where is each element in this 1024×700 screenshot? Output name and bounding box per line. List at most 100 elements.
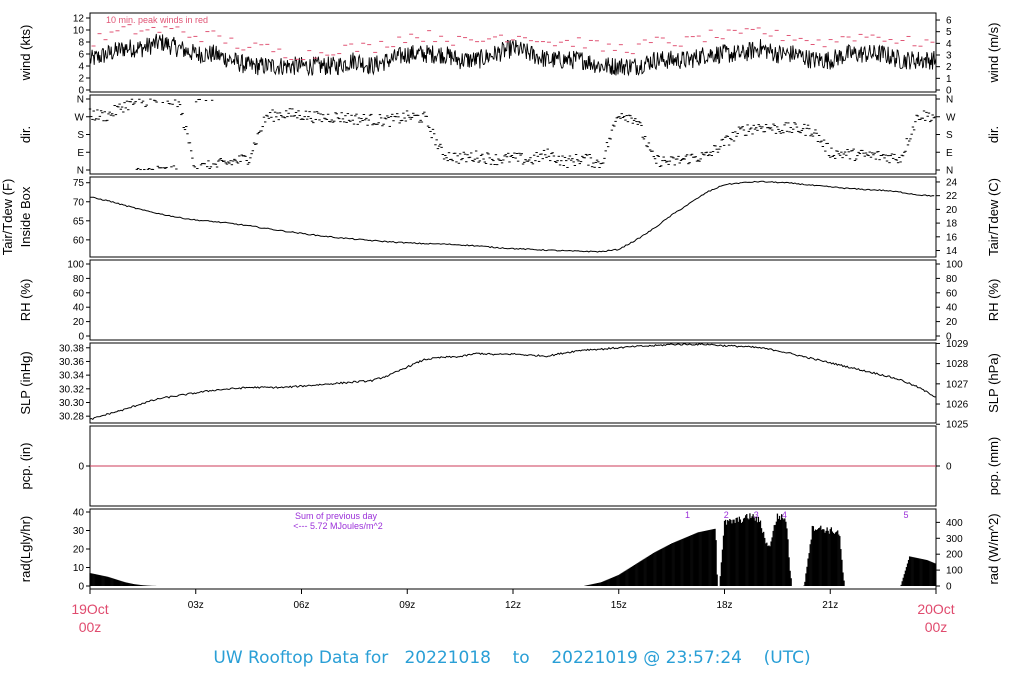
rad-bar [839,536,841,586]
rad-bar [769,546,771,586]
rad-bar [631,566,634,586]
rad-ytick-right: 100 [946,566,963,577]
rad-bar [639,561,641,586]
rad-bar [747,518,749,586]
rad-bar [597,583,599,586]
rad-bar [721,549,724,586]
rad-bar [689,535,691,586]
rad-bar [706,530,709,586]
rad-bar [752,514,754,586]
wind-ytick-left: 2 [78,74,84,85]
rad-bar [711,529,713,586]
rad-bar [700,531,702,586]
rad-bar [914,557,916,586]
rad-bar [699,531,701,586]
rad-bar [833,533,836,586]
wind-ytick-left: 0 [78,86,84,97]
rad-bar [690,535,692,586]
rad-bar [120,580,122,586]
rad-bar [835,531,838,586]
rad-ytick-right: 0 [946,582,952,593]
rad-bar [739,519,742,586]
rad-bar [738,516,741,586]
rad-bar [651,553,654,586]
temp-ytick-left: 60 [73,235,85,246]
rad-bar [123,581,125,586]
rad-bar [749,513,751,586]
rad-bar [841,559,843,586]
rad-bar [669,544,672,586]
x-tick-label: 03z [188,600,204,611]
rad-bar [588,584,590,586]
footer-prefix: UW Rooftop Data for [213,648,389,668]
rh-ytick-left: 20 [73,317,85,328]
rad-bar [613,576,616,586]
rad-bar [759,520,762,586]
rad-bar [763,531,765,586]
slp-ytick-left: 30.28 [59,412,84,423]
slp-ytick-left: 30.30 [59,398,84,409]
rad-bar [810,539,812,586]
rad-bar [94,574,96,586]
rad-bar [92,573,94,586]
rad-bar [112,578,114,586]
rh-ytick-right: 0 [946,332,952,343]
rad-bar [619,574,621,586]
rad-bar [921,559,923,586]
rad-bar [640,560,642,586]
rad-bar [646,556,649,586]
wind-ytick-right: 6 [946,16,952,27]
rad-bar [761,532,764,586]
rad-bar [126,582,128,586]
rad-bar [811,525,813,586]
rad-bar [934,563,936,586]
rad-bar [623,571,625,586]
rad-bar [122,581,124,586]
rad-bar [636,563,638,586]
rad-bar [108,577,110,586]
rad-bar [630,566,633,586]
rad-bar [901,581,903,586]
slp-ytick-right: 1027 [946,379,969,390]
dir-ytick-right: N [946,95,953,106]
rad-bar [127,582,129,586]
rad-bar [145,585,147,586]
rad-bar [135,584,138,586]
rad-bar [789,570,791,586]
rad-bar [121,581,123,586]
rad-bar [603,581,605,586]
slp-ytick-right: 1026 [946,400,969,411]
rad-bar [604,580,606,586]
rad-bar [114,579,117,586]
temp-ylabel-left: Tair/Tdew (F) [0,179,15,256]
rad-bar [632,565,635,586]
rad-bar [772,530,774,586]
rad-bar [740,522,743,586]
rad-bar [686,536,689,586]
rad-bar [93,573,95,586]
dir-ytick-left: N [77,166,84,177]
rad-bar [592,583,595,586]
temp-series-line [89,180,935,253]
rad-bar [735,518,737,586]
rad-bar [626,569,628,586]
rad-bar [826,527,828,586]
rad-ytick-left: 40 [73,508,85,519]
rh-ytick-left: 80 [73,274,85,285]
rad-bar [677,540,679,586]
rad-bar [680,539,682,586]
rad-bar [750,518,752,586]
slp-ytick-right: 1028 [946,359,969,370]
rad-bar [618,574,620,586]
rad-bar [113,578,116,586]
rad-bar [929,561,931,586]
rad-bar [708,530,710,586]
rad-bar [906,563,909,586]
rad-bar [664,546,666,586]
rad-bar [831,531,834,586]
x-start-date: 19Oct [71,601,108,617]
rad-bar [900,584,902,586]
rad-bar [765,543,767,586]
rad-bar [653,552,655,586]
rad-bar [89,573,91,586]
